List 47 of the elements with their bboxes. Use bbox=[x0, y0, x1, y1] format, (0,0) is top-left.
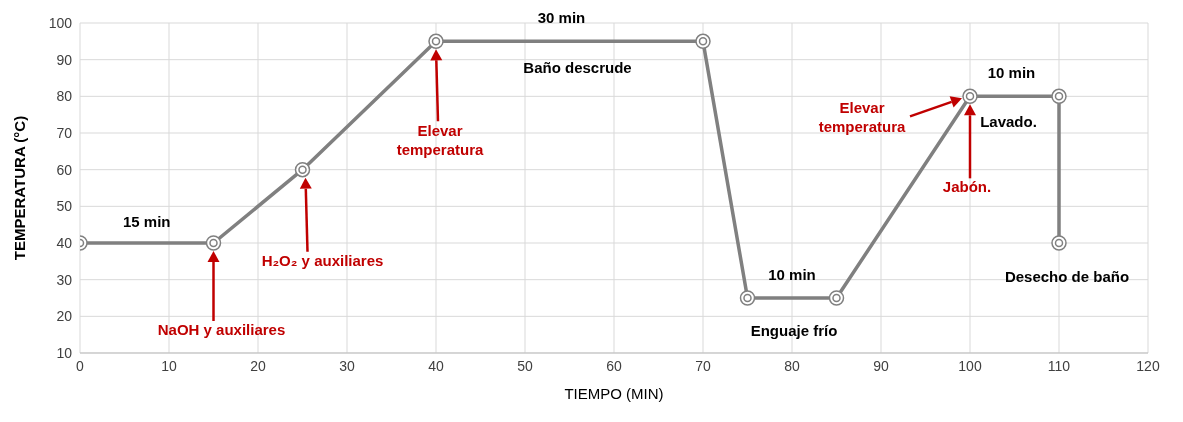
y-tick-label: 50 bbox=[56, 198, 73, 215]
point bbox=[695, 33, 711, 50]
annotation: H₂O₂ y auxiliares bbox=[261, 251, 384, 269]
x-tick-label: 20 bbox=[250, 357, 266, 374]
x-tick-label: 0 bbox=[76, 357, 85, 374]
x-tick-label: 70 bbox=[695, 357, 711, 374]
x-tick-label: 120 bbox=[1136, 357, 1160, 374]
x-tick-label: 110 bbox=[1047, 357, 1071, 374]
annotation: Desecho de baño bbox=[1004, 267, 1130, 285]
y-tick-label: 60 bbox=[56, 161, 73, 178]
point bbox=[828, 290, 845, 306]
point bbox=[1051, 235, 1067, 251]
point bbox=[428, 33, 444, 50]
annotation: 30 min bbox=[537, 9, 586, 27]
x-axis-title: TIEMPO (MIN) bbox=[564, 385, 664, 402]
annotation: Jabón. bbox=[942, 178, 992, 196]
point bbox=[205, 235, 222, 251]
x-tick-label: 40 bbox=[428, 357, 444, 374]
annotation: 10 min bbox=[987, 64, 1036, 82]
y-tick-label: 90 bbox=[56, 51, 73, 68]
point bbox=[294, 161, 311, 178]
point bbox=[962, 88, 978, 105]
x-tick-label: 100 bbox=[958, 357, 982, 374]
point bbox=[1051, 88, 1067, 105]
annotation: 15 min bbox=[122, 212, 171, 230]
x-tick-label: 60 bbox=[606, 357, 622, 374]
annotation: Enguaje frío bbox=[750, 321, 838, 339]
annotation: 10 min bbox=[768, 265, 816, 283]
x-tick-label: 30 bbox=[339, 357, 355, 374]
y-tick-label: 80 bbox=[56, 88, 73, 105]
y-axis-title: TEMPERATURA (°C) bbox=[11, 115, 29, 261]
y-tick-label: 20 bbox=[56, 308, 73, 325]
annotation: NaOH y auxiliares bbox=[157, 320, 286, 338]
annotation: Elevar temperatura bbox=[396, 122, 484, 159]
annotation: Baño descrude bbox=[523, 59, 632, 77]
x-tick-label: 90 bbox=[873, 357, 889, 374]
x-tick-label: 50 bbox=[517, 357, 533, 374]
x-tick-label: 80 bbox=[784, 357, 800, 374]
x-tick-label: 10 bbox=[161, 357, 177, 374]
point bbox=[739, 290, 756, 306]
y-tick-label: 40 bbox=[56, 234, 73, 251]
y-tick-label: 30 bbox=[56, 271, 73, 288]
annotation: Lavado. bbox=[980, 113, 1037, 131]
y-tick-label: 10 bbox=[56, 344, 73, 361]
annotation: Elevar temperatura bbox=[818, 99, 906, 136]
y-tick-label: 100 bbox=[48, 14, 73, 31]
y-tick-label: 70 bbox=[56, 124, 73, 141]
